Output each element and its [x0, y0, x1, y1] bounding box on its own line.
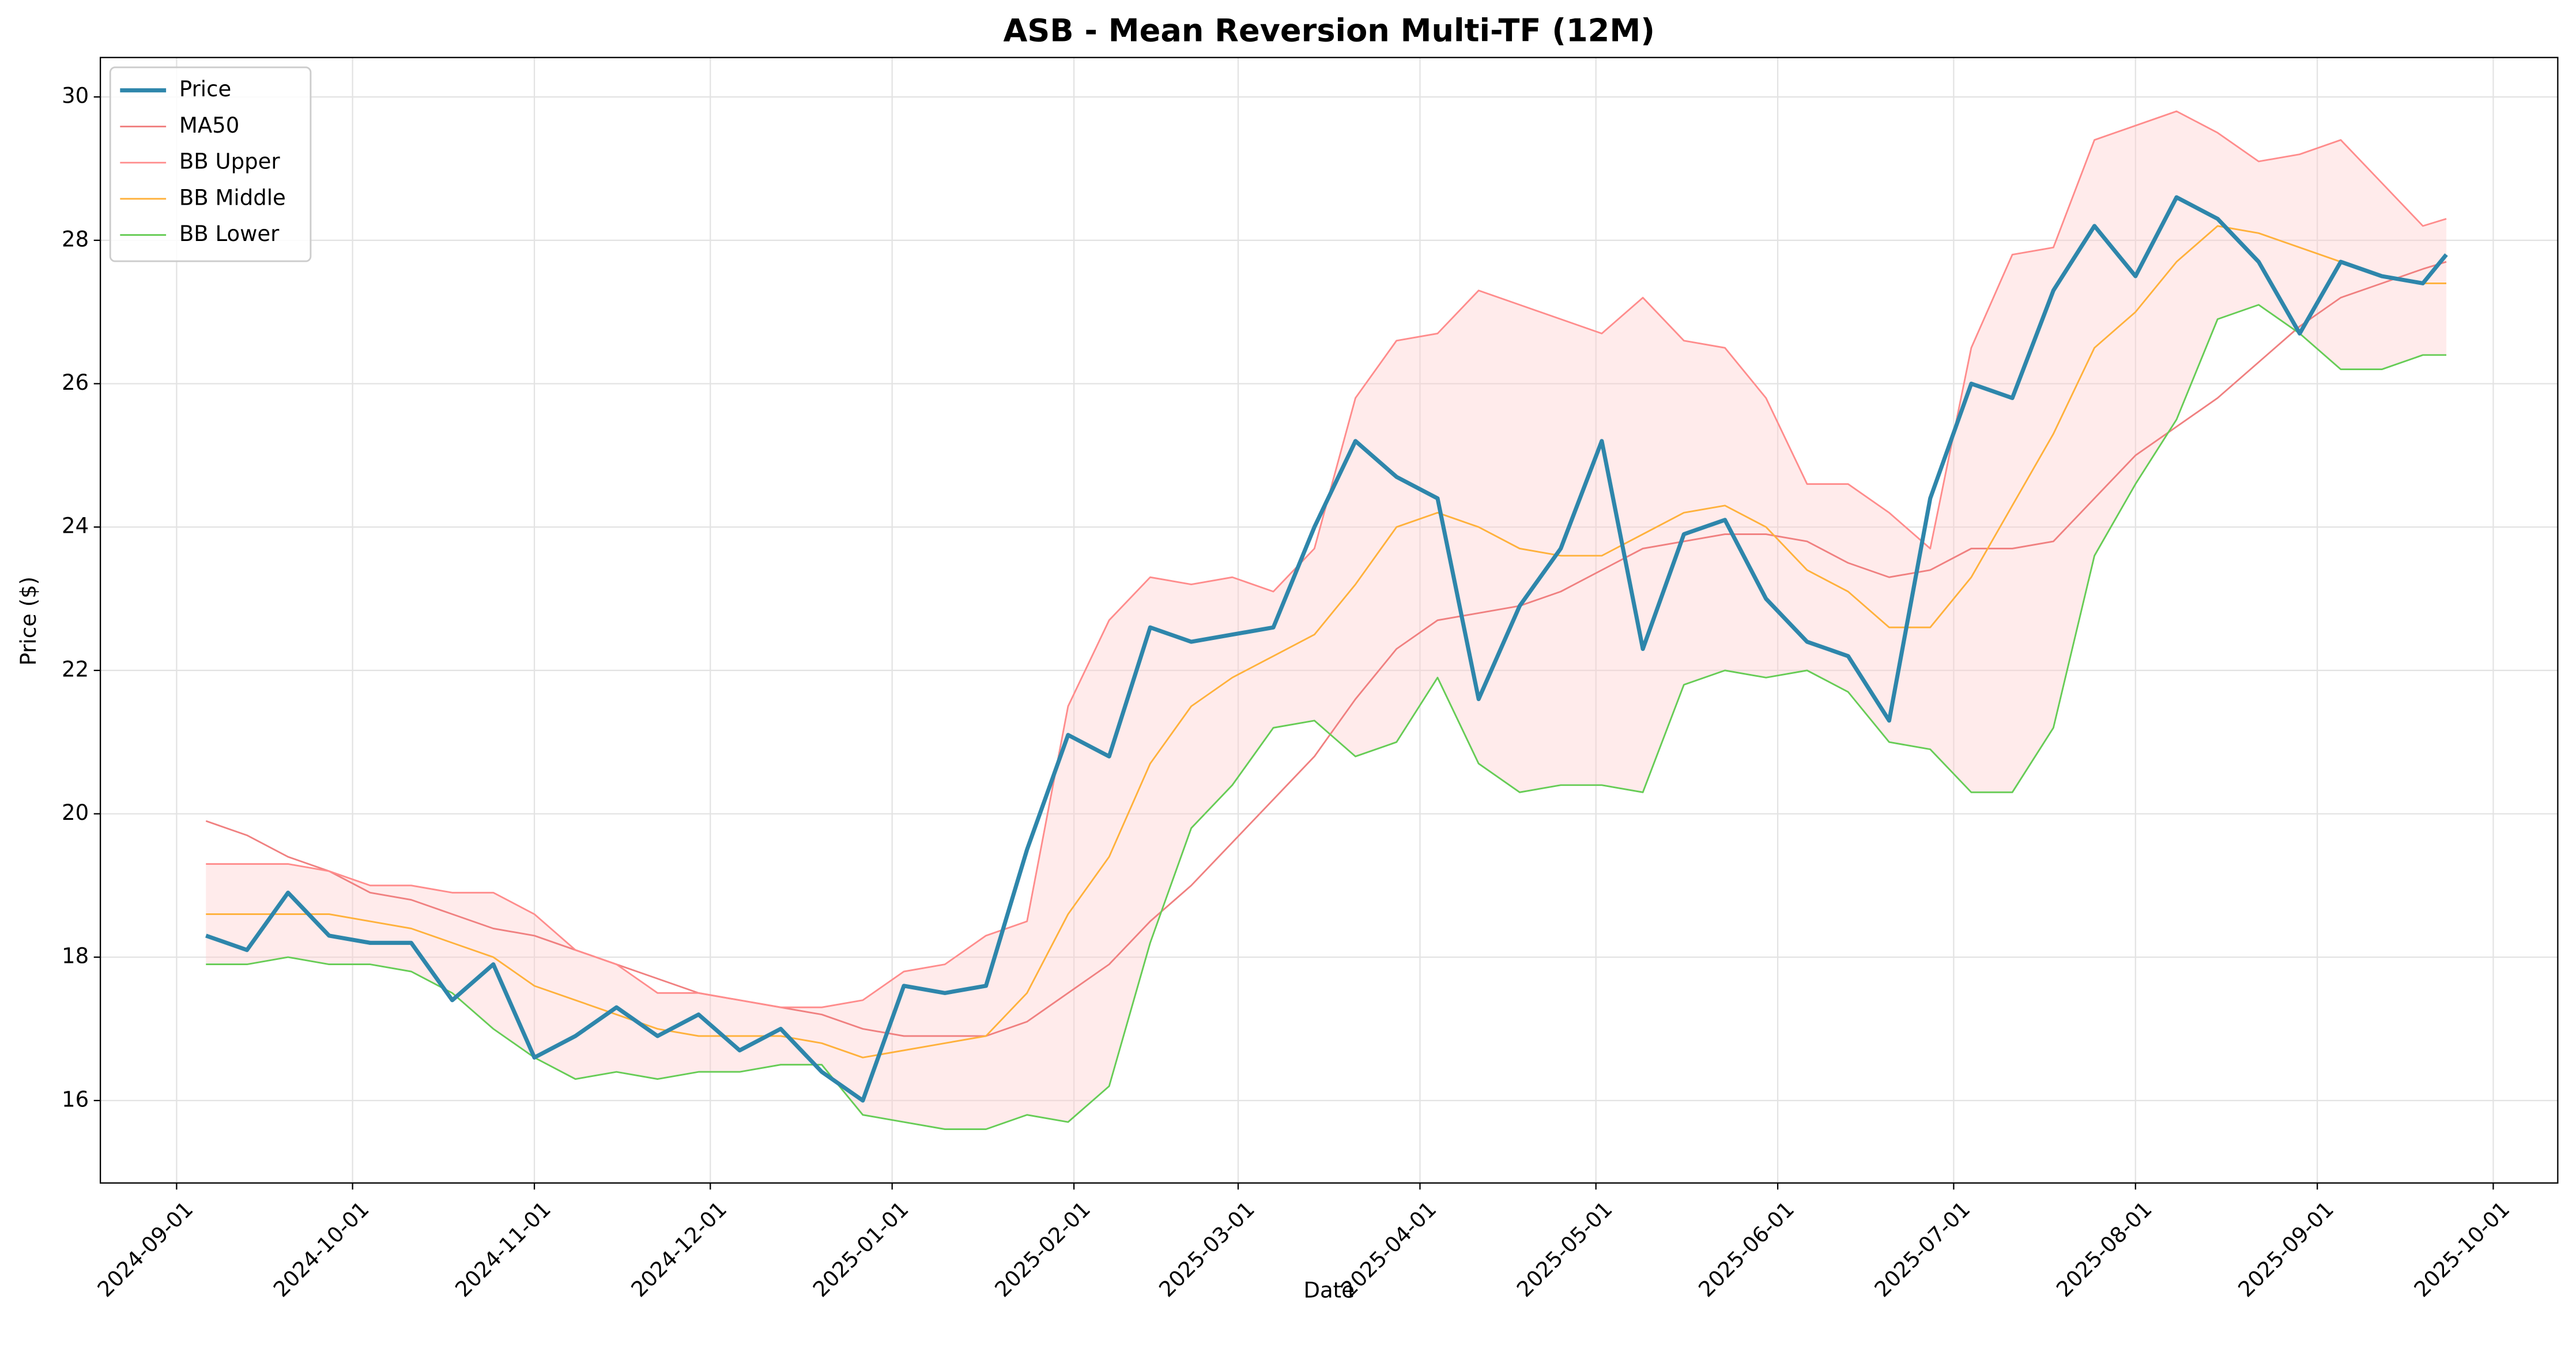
x-tick-label: 2025-10-01 [2409, 1197, 2515, 1302]
x-tick-label: 2025-04-01 [1336, 1197, 1442, 1302]
x-tick-label: 2025-03-01 [1154, 1197, 1259, 1302]
legend-label: BB Lower [179, 221, 280, 246]
x-tick-label: 2024-10-01 [269, 1197, 374, 1302]
y-tick-label: 20 [62, 800, 89, 825]
chart-title: ASB - Mean Reversion Multi-TF (12M) [1004, 13, 1655, 49]
x-tick-label: 2025-06-01 [1694, 1197, 1800, 1302]
y-tick-label: 22 [62, 657, 89, 681]
y-tick-label: 26 [62, 370, 89, 395]
legend-box [109, 66, 312, 262]
x-tick-label: 2025-08-01 [2051, 1197, 2157, 1302]
x-tick-label: 2025-07-01 [1870, 1197, 1975, 1302]
series-line [206, 110, 2447, 1008]
y-axis-label: Price ($) [16, 577, 41, 666]
y-tick-label: 18 [62, 944, 89, 969]
x-tick-label: 2024-12-01 [627, 1197, 732, 1302]
legend-label: BB Upper [179, 149, 280, 174]
x-tick-label: 2024-11-01 [450, 1197, 556, 1302]
x-tick-label: 2025-05-01 [1512, 1197, 1617, 1302]
y-tick-label: 24 [62, 514, 89, 538]
legend-label: BB Middle [179, 185, 286, 210]
x-tick-label: 2024-09-01 [93, 1197, 198, 1302]
series-line [206, 304, 2447, 1131]
x-tick-label: 2025-02-01 [990, 1197, 1096, 1302]
legend-label: MA50 [179, 113, 239, 138]
x-axis-label: Date [1303, 1278, 1355, 1302]
y-tick-label: 28 [62, 227, 89, 251]
series-line [206, 225, 2447, 1059]
x-tick-label: 2025-01-01 [808, 1197, 914, 1302]
y-tick-label: 16 [62, 1087, 89, 1112]
y-tick-label: 30 [62, 84, 89, 108]
legend-label: Price [179, 77, 231, 101]
series-line [205, 195, 2448, 1103]
plot-frame [99, 57, 2559, 1184]
x-tick-label: 2025-09-01 [2234, 1197, 2339, 1302]
